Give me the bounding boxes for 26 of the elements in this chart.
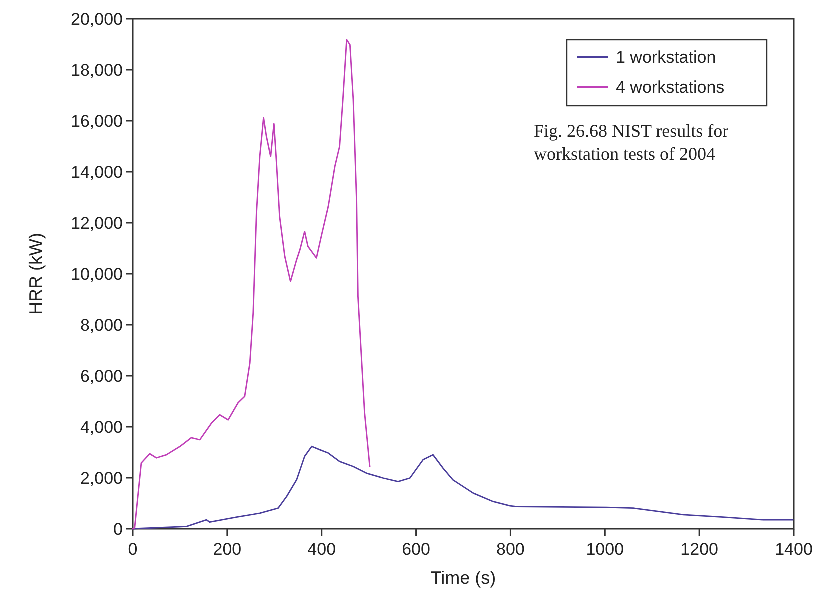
y-tick-label: 20,000 bbox=[71, 10, 123, 29]
y-tick-label: 18,000 bbox=[71, 60, 123, 80]
x-tick-label: 800 bbox=[496, 540, 525, 559]
x-tick-label: 1400 bbox=[775, 540, 813, 559]
y-tick-label: 2,000 bbox=[80, 468, 123, 488]
x-tick-label: 600 bbox=[402, 540, 430, 559]
y-axis-title: HRR (kW) bbox=[26, 233, 46, 315]
legend-label: 1 workstation bbox=[616, 48, 716, 67]
y-tick-label: 16,000 bbox=[71, 112, 123, 131]
y-tick-label: 4,000 bbox=[80, 418, 123, 437]
x-tick-label: 0 bbox=[128, 540, 138, 559]
y-tick-label: 12,000 bbox=[71, 214, 123, 233]
x-tick-label: 200 bbox=[213, 540, 242, 559]
y-tick-label: 14,000 bbox=[71, 162, 123, 182]
x-tick-label: 1000 bbox=[586, 540, 624, 559]
x-tick-label: 1200 bbox=[680, 540, 718, 559]
y-tick-label: 6,000 bbox=[80, 366, 123, 386]
x-tick-label: 400 bbox=[308, 540, 336, 559]
line-series bbox=[132, 446, 794, 530]
y-tick-label: 8,000 bbox=[80, 316, 123, 335]
annotation: Fig. 26.68 NIST results for workstation tests of 2004 bbox=[534, 121, 729, 164]
y-tick-label: 0 bbox=[114, 520, 123, 539]
y-tick-label: 10,000 bbox=[71, 264, 123, 284]
x-axis-title: Time (s) bbox=[430, 568, 496, 588]
line-series bbox=[132, 39, 371, 530]
legend-label: 4 workstations bbox=[616, 78, 725, 97]
